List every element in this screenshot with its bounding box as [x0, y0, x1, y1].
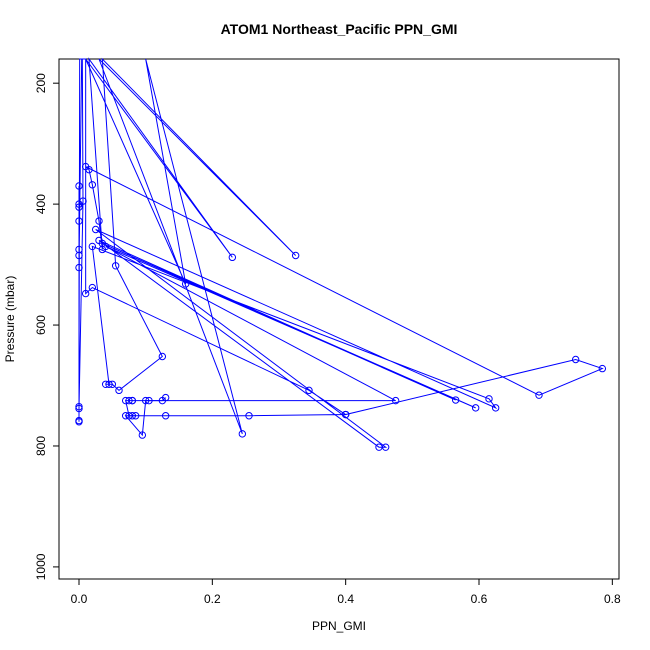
- x-tick-label: 0.2: [204, 592, 221, 606]
- data-point: [391, 396, 400, 405]
- x-axis-label: PPN_GMI: [312, 619, 366, 633]
- data-point: [75, 416, 83, 425]
- y-axis-label: Pressure (mbar): [3, 276, 17, 363]
- data-point: [75, 263, 83, 272]
- data-point: [75, 245, 83, 254]
- data-point: [101, 242, 110, 251]
- data-point: [598, 364, 607, 373]
- data-point: [145, 396, 153, 405]
- series-layer: [78, 57, 604, 448]
- data-point: [125, 396, 133, 405]
- x-tick-label: 0.8: [604, 592, 621, 606]
- data-point: [238, 430, 247, 438]
- plot-frame: [58, 58, 620, 580]
- data-point: [228, 253, 237, 262]
- y-tick-label: 1000: [34, 553, 48, 580]
- data-point: [571, 355, 580, 364]
- x-tick-label: 0.4: [337, 592, 354, 606]
- data-point: [101, 380, 110, 389]
- data-point: [88, 242, 97, 251]
- data-point: [341, 410, 350, 419]
- data-point: [161, 393, 170, 402]
- data-point: [75, 217, 83, 225]
- data-point: [79, 197, 87, 205]
- y-tick-label: 200: [34, 73, 48, 93]
- data-point: [138, 431, 147, 439]
- x-axis: 0.0 0.2 0.4 0.6 0.8: [71, 579, 621, 606]
- y-axis: 200 400 600 800 1000: [34, 73, 59, 580]
- data-point: [291, 251, 300, 260]
- y-tick-label: 800: [34, 436, 48, 456]
- data-point: [91, 225, 100, 234]
- data-point: [111, 262, 120, 270]
- series-line: [78, 57, 604, 448]
- data-point: [75, 203, 83, 211]
- data-point: [161, 412, 170, 420]
- x-tick-label: 0.6: [471, 592, 488, 606]
- data-point: [535, 391, 543, 399]
- data-point: [305, 386, 313, 395]
- data-point: [451, 396, 460, 404]
- points-layer: [75, 162, 607, 451]
- data-point: [121, 396, 130, 405]
- y-tick-label: 600: [34, 315, 48, 335]
- data-point: [491, 404, 500, 412]
- series-line: [124, 397, 167, 437]
- data-point: [115, 386, 123, 395]
- data-point: [121, 412, 130, 420]
- data-point: [181, 280, 190, 288]
- data-point: [88, 283, 97, 292]
- data-point: [75, 404, 83, 413]
- y-tick-label: 400: [34, 194, 48, 214]
- data-point: [75, 182, 83, 190]
- data-point: [131, 412, 140, 420]
- data-point: [141, 396, 150, 405]
- data-point: [88, 181, 97, 189]
- data-point: [81, 289, 90, 298]
- data-point: [485, 395, 493, 403]
- data-point: [471, 404, 480, 412]
- data-point: [85, 165, 93, 174]
- x-tick-label: 0.0: [71, 592, 88, 606]
- data-point: [95, 217, 103, 225]
- data-point: [105, 380, 113, 389]
- data-point: [245, 412, 253, 420]
- data-point: [375, 443, 383, 451]
- data-point: [158, 352, 167, 361]
- chart-title: ATOM1 Northeast_Pacific PPN_GMI: [221, 21, 458, 37]
